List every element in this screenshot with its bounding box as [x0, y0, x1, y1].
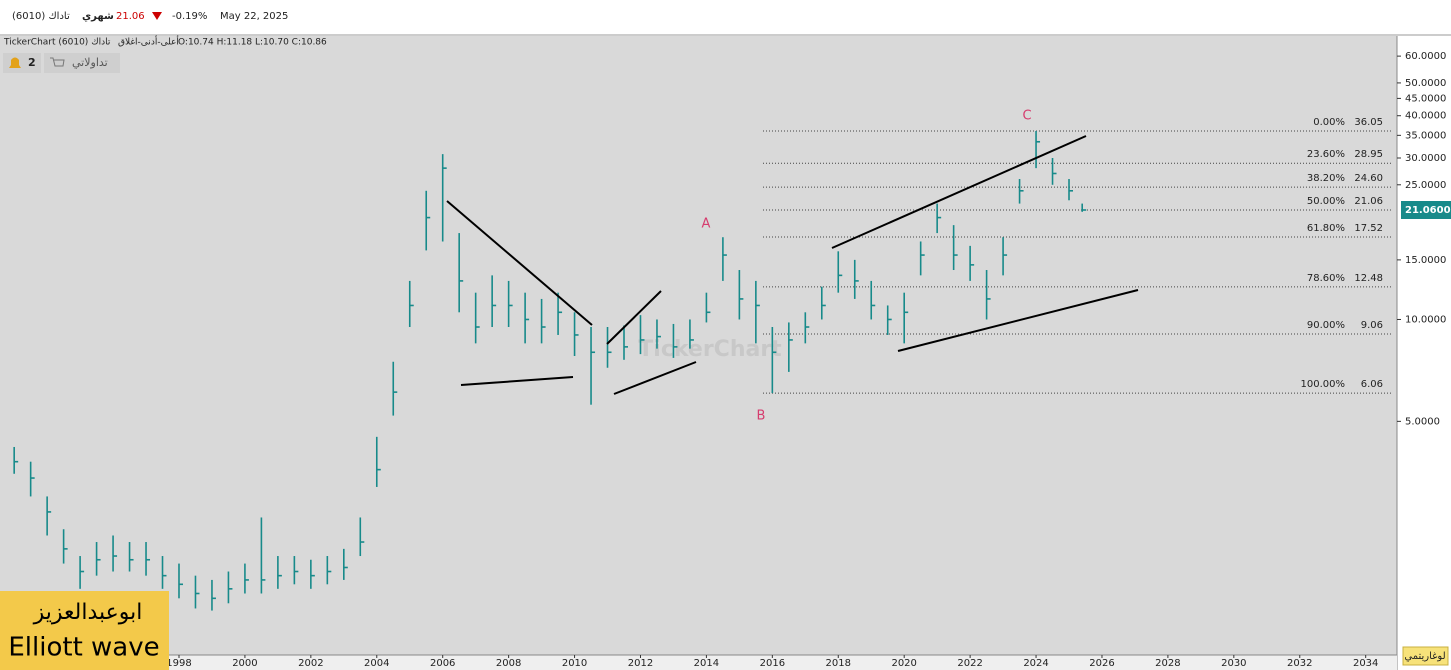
period[interactable]: شهري — [82, 11, 114, 22]
fib-value: 6.06 — [1361, 379, 1383, 390]
trend-line — [606, 290, 662, 345]
x-tick-label: 2032 — [1287, 658, 1312, 669]
axes: 60.0000 50.0000 45.0000 40.0000 35.0000 30.00… — [1, 51, 1451, 669]
y-tick-label: 50.0000 — [1405, 78, 1446, 89]
fib-level: 0.00% — [1313, 117, 1345, 128]
last-price-label: 21.0600 — [1405, 205, 1451, 216]
fib-value: 28.95 — [1354, 149, 1383, 160]
watermark: TickerChart — [638, 337, 782, 362]
price: 21.06 — [116, 11, 145, 22]
scale-button[interactable] — [1402, 646, 1449, 666]
date: May 22, 2025 — [220, 11, 288, 22]
fib-level: 90.00% — [1307, 320, 1345, 331]
fib-level: 78.60% — [1307, 273, 1345, 284]
fib-value: 12.48 — [1354, 273, 1383, 284]
x-tick-label: 2002 — [298, 658, 323, 669]
x-tick-label: 2008 — [496, 658, 521, 669]
trades-label: تداولاتي — [72, 56, 108, 69]
wave-label: C — [1022, 109, 1031, 124]
x-tick-label: 2018 — [826, 658, 851, 669]
trades-button[interactable] — [44, 53, 120, 73]
price-bars — [13, 130, 1087, 611]
last-price-box — [1401, 201, 1451, 220]
fib-value: 36.05 — [1354, 117, 1383, 128]
y-tick-label: 15.0000 — [1405, 255, 1446, 266]
fib-level: 38.20% — [1307, 173, 1345, 184]
x-tick-label: 2026 — [1089, 658, 1114, 669]
y-tick-label: 35.0000 — [1405, 130, 1446, 141]
x-tick-label: 2034 — [1353, 658, 1378, 669]
x-tick-label: 2014 — [694, 658, 719, 669]
fib-level: 61.80% — [1307, 223, 1345, 234]
x-tick-label: 1998 — [166, 658, 191, 669]
y-tick-label: 40.0000 — [1405, 111, 1446, 122]
y-tick-label: 45.0000 — [1405, 93, 1446, 104]
y-tick-label: 60.0000 — [1405, 51, 1446, 62]
x-tick-label: 2022 — [957, 658, 982, 669]
trend-line — [613, 361, 697, 395]
wave-label: A — [702, 217, 711, 232]
trend-line — [897, 289, 1139, 352]
y-tick-label: 25.0000 — [1405, 180, 1446, 191]
trend-line — [831, 135, 1087, 249]
fib-level: 50.00% — [1307, 196, 1345, 207]
wave-label: B — [757, 409, 766, 424]
info-mode: أعلى-أدنى-اغلاق — [118, 36, 179, 48]
trend-line — [460, 376, 574, 386]
fib-value: 21.06 — [1354, 196, 1383, 207]
x-tick-label: 2010 — [562, 658, 587, 669]
cart-icon — [50, 57, 65, 67]
x-tick-label: 2024 — [1023, 658, 1048, 669]
x-tick-label: 2004 — [364, 658, 389, 669]
symbol[interactable]: تاداك (6010) — [12, 11, 70, 22]
signature-name: ابوعبدالعزيز — [33, 600, 143, 625]
change: -0.19% — [172, 11, 207, 22]
fibonacci: 0.00% 36.05 23.60% 28.95 38.20% 24.60 50.00% 21… — [763, 117, 1393, 394]
x-tick-label: 2030 — [1221, 658, 1246, 669]
y-axis-area — [1397, 36, 1451, 670]
x-tick-label: 2012 — [628, 658, 653, 669]
bell-icon — [9, 57, 21, 68]
y-tick-label: 5.0000 — [1405, 416, 1440, 427]
fib-value: 24.60 — [1354, 173, 1383, 184]
signature-box — [0, 591, 169, 670]
fib-value: 17.52 — [1354, 223, 1383, 234]
alerts-count: 2 — [28, 56, 36, 69]
fib-value: 9.06 — [1361, 320, 1383, 331]
y-tick-label: 30.0000 — [1405, 153, 1446, 164]
fib-level: 100.00% — [1301, 379, 1346, 390]
y-tick-label: 10.0000 — [1405, 314, 1446, 325]
x-tick-label: 2020 — [891, 658, 916, 669]
info-source: TickerChart (6010) تاداك — [3, 38, 111, 48]
plot-area — [0, 36, 1397, 655]
info-ohlc: O:10.74 H:11.18 L:10.70 C:10.86 — [178, 38, 327, 48]
top-bar — [0, 0, 1451, 35]
scale-button-label: لوغاريتمي — [1404, 651, 1445, 662]
x-tick-label: 2016 — [760, 658, 785, 669]
trend-line — [446, 200, 593, 326]
signature-title: Elliott wave — [8, 633, 159, 663]
x-tick-label: 2028 — [1155, 658, 1180, 669]
x-axis-area — [0, 655, 1397, 670]
down-arrow — [152, 12, 162, 20]
fib-level: 23.60% — [1307, 149, 1345, 160]
x-tick-label: 2006 — [430, 658, 455, 669]
x-tick-label: 2000 — [232, 658, 257, 669]
